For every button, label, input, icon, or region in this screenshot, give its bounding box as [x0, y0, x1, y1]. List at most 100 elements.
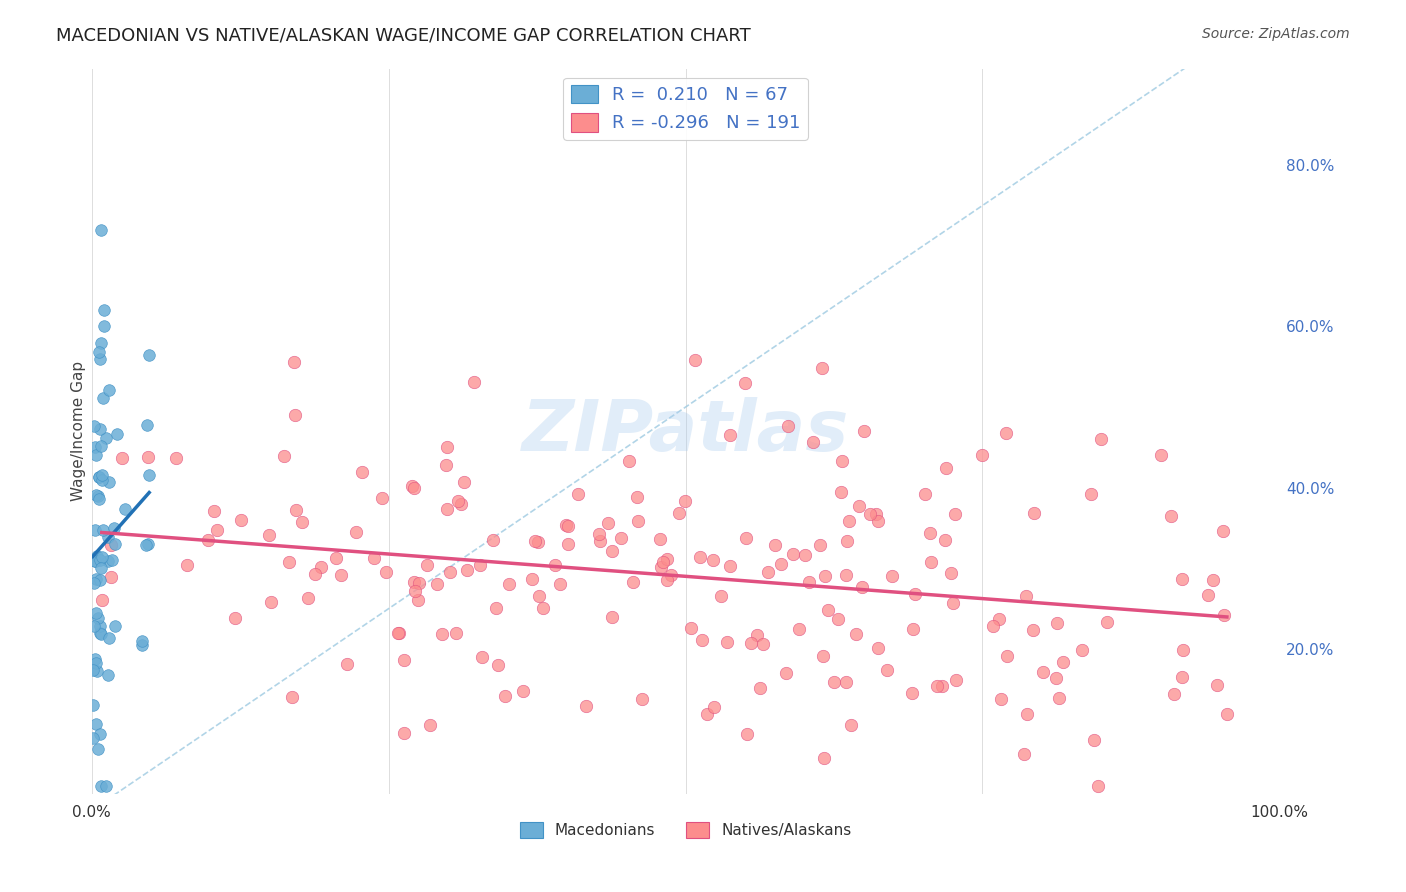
Point — [330, 568, 353, 582]
Point — [1149, 449, 1171, 463]
Point — [394, 652, 416, 666]
Point — [868, 514, 890, 528]
Point — [851, 580, 873, 594]
Point — [86, 741, 108, 756]
Point — [291, 515, 314, 529]
Point — [436, 458, 458, 473]
Point — [752, 637, 775, 651]
Point — [346, 525, 368, 540]
Point — [83, 619, 105, 633]
Point — [284, 408, 307, 422]
Point — [775, 665, 797, 680]
Point — [1045, 671, 1067, 685]
Point — [745, 628, 768, 642]
Point — [257, 527, 280, 541]
Point — [817, 603, 839, 617]
Point — [86, 448, 108, 462]
Point — [1080, 487, 1102, 501]
Point — [91, 392, 114, 406]
Point — [797, 574, 820, 589]
Point — [596, 516, 619, 530]
Point — [945, 507, 967, 521]
Point — [793, 548, 815, 562]
Point — [82, 663, 104, 677]
Point — [650, 559, 672, 574]
Point — [1012, 747, 1035, 761]
Point — [1045, 616, 1067, 631]
Point — [444, 625, 467, 640]
Point — [97, 475, 120, 490]
Point — [813, 649, 835, 664]
Point — [835, 568, 858, 582]
Point — [1022, 506, 1045, 520]
Point — [388, 625, 411, 640]
Point — [371, 491, 394, 505]
Point — [87, 489, 110, 503]
Point — [945, 673, 967, 687]
Point — [131, 639, 153, 653]
Point — [770, 557, 793, 571]
Point — [655, 573, 678, 587]
Point — [703, 700, 725, 714]
Point — [94, 779, 117, 793]
Point — [839, 718, 862, 732]
Point — [498, 577, 520, 591]
Point — [260, 595, 283, 609]
Point — [845, 627, 868, 641]
Point — [105, 426, 128, 441]
Point — [90, 439, 112, 453]
Point — [87, 345, 110, 359]
Point — [402, 481, 425, 495]
Point — [557, 519, 579, 533]
Point — [1070, 642, 1092, 657]
Point — [470, 558, 492, 572]
Point — [87, 492, 110, 507]
Point — [86, 488, 108, 502]
Point — [531, 601, 554, 615]
Point — [837, 533, 859, 548]
Point — [626, 490, 648, 504]
Point — [84, 524, 107, 538]
Point — [901, 686, 924, 700]
Point — [485, 600, 508, 615]
Point — [135, 417, 157, 432]
Point — [84, 652, 107, 666]
Point — [90, 467, 112, 482]
Point — [823, 674, 845, 689]
Point — [813, 751, 835, 765]
Point — [988, 612, 1011, 626]
Point — [104, 619, 127, 633]
Point — [90, 335, 112, 350]
Point — [278, 555, 301, 569]
Point — [941, 566, 963, 580]
Point — [659, 568, 682, 582]
Point — [98, 383, 121, 397]
Point — [1170, 572, 1192, 586]
Point — [1032, 665, 1054, 679]
Point — [408, 576, 430, 591]
Point — [89, 727, 111, 741]
Point — [787, 622, 810, 636]
Point — [90, 779, 112, 793]
Point — [567, 487, 589, 501]
Point — [1017, 706, 1039, 721]
Point — [111, 451, 134, 466]
Point — [103, 521, 125, 535]
Point — [205, 523, 228, 537]
Point — [350, 465, 373, 479]
Point — [89, 619, 111, 633]
Point — [309, 560, 332, 574]
Point — [782, 547, 804, 561]
Point — [138, 348, 160, 362]
Point — [689, 550, 711, 565]
Point — [520, 572, 543, 586]
Point — [529, 589, 551, 603]
Point — [202, 503, 225, 517]
Point — [84, 656, 107, 670]
Point — [876, 663, 898, 677]
Point — [297, 591, 319, 606]
Point — [416, 558, 439, 572]
Point — [1095, 615, 1118, 630]
Point — [1052, 655, 1074, 669]
Point — [1171, 670, 1194, 684]
